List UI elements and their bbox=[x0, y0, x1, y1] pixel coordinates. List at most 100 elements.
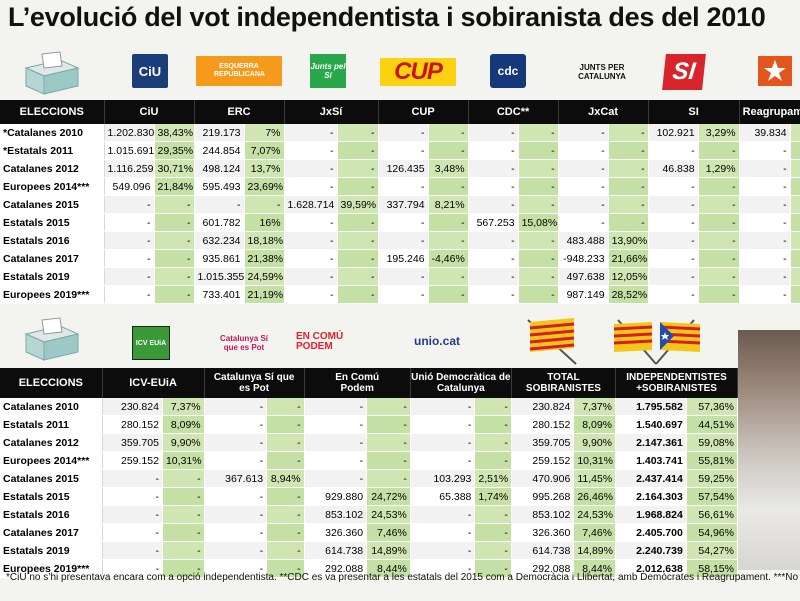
vote-percent-cell: - bbox=[698, 285, 740, 304]
header-total: TOTAL SOBIRANISTES bbox=[511, 368, 617, 398]
vote-count-cell: 2.147.361 bbox=[615, 433, 687, 452]
vote-percent-cell: 8,44% bbox=[573, 559, 617, 578]
vote-count-cell: - bbox=[284, 267, 338, 286]
vote-percent-cell: 44,51% bbox=[686, 415, 739, 434]
vote-percent-cell: - bbox=[266, 559, 305, 578]
header-party: ERC bbox=[194, 100, 285, 124]
election-label: *Estatals 2011 bbox=[0, 141, 105, 160]
vote-percent-cell: - bbox=[518, 267, 559, 286]
vote-count-cell: 614.738 bbox=[511, 541, 575, 560]
election-label: Catalanes 2017 bbox=[0, 523, 103, 542]
vote-count-cell: - bbox=[104, 231, 155, 250]
vote-percent-cell: - bbox=[366, 433, 411, 452]
vote-percent-cell: 1, bbox=[790, 124, 800, 142]
header-elections: ELECCIONS bbox=[0, 368, 103, 398]
vote-percent-cell: - bbox=[337, 267, 379, 286]
vote-count-cell: - bbox=[304, 398, 368, 416]
vote-percent-cell: 18,18% bbox=[244, 231, 285, 250]
vote-percent-cell: - bbox=[337, 159, 379, 178]
vote-count-cell: - bbox=[104, 213, 155, 232]
vote-count-cell: 567.253 bbox=[468, 213, 519, 232]
vote-percent-cell: - bbox=[518, 195, 559, 214]
election-label: Europees 2019*** bbox=[0, 285, 105, 304]
vote-count-cell: 2.405.700 bbox=[615, 523, 687, 542]
vote-count-cell: 614.738 bbox=[304, 541, 368, 560]
vote-percent-cell: - bbox=[790, 141, 800, 160]
vote-count-cell: 935.861 bbox=[194, 249, 245, 268]
vote-percent-cell: 1,74% bbox=[474, 487, 512, 506]
vote-percent-cell: - bbox=[474, 559, 512, 578]
vote-percent-cell: - bbox=[474, 415, 512, 434]
vote-percent-cell: - bbox=[154, 249, 195, 268]
vote-percent-cell: - bbox=[428, 267, 469, 286]
table-row: Catalanes 2015- -367.613 8,94% - -103.293 2,5… bbox=[0, 469, 739, 488]
ballot-box-icon bbox=[24, 51, 80, 95]
election-label: Europees 2014*** bbox=[0, 177, 105, 196]
table-row: Europees 2014*** 549.096 21,84% 595.493 23,6… bbox=[0, 177, 800, 196]
table-row: Catalanes 2015- - - -1.628.714 39,59% 337.794… bbox=[0, 195, 800, 214]
vote-count-cell: - bbox=[739, 141, 791, 160]
election-label: Catalanes 2010 bbox=[0, 398, 103, 416]
table-row: Catalanes 2012 1.116.259 30,71% 498.124 13,7… bbox=[0, 159, 800, 178]
vote-percent-cell: -4,46% bbox=[428, 249, 469, 268]
vote-percent-cell: 15,08% bbox=[518, 213, 559, 232]
vote-percent-cell: - bbox=[337, 213, 379, 232]
vote-count-cell: 2.240.739 bbox=[615, 541, 687, 560]
vote-percent-cell: - bbox=[790, 249, 800, 268]
vote-percent-cell: 56,61% bbox=[686, 505, 739, 524]
vote-count-cell: - bbox=[284, 159, 338, 178]
vote-percent-cell: - bbox=[154, 231, 195, 250]
vote-count-cell: 326.360 bbox=[304, 523, 368, 542]
vote-percent-cell: - bbox=[337, 177, 379, 196]
vote-count-cell: - bbox=[284, 124, 338, 142]
vote-percent-cell: 29,35% bbox=[154, 141, 195, 160]
vote-count-cell: - bbox=[304, 415, 368, 434]
vote-count-cell: - bbox=[648, 141, 699, 160]
vote-count-cell: 359.705 bbox=[511, 433, 575, 452]
header-party: CDC** bbox=[468, 100, 559, 124]
vote-count-cell: - bbox=[558, 177, 609, 196]
vote-count-cell: 259.152 bbox=[102, 451, 163, 470]
vote-count-cell: 39.834 bbox=[739, 124, 791, 142]
vote-percent-cell: - bbox=[266, 398, 305, 416]
table-row: *Catalanes 2010 1.202.830 38,43% 219.173 7% -… bbox=[0, 124, 800, 142]
vote-count-cell: - bbox=[284, 285, 338, 304]
vote-percent-cell: 30,71% bbox=[154, 159, 195, 178]
vote-percent-cell: 57,36% bbox=[686, 398, 739, 416]
election-label: Estatals 2016 bbox=[0, 231, 105, 250]
vote-percent-cell: 8,21% bbox=[428, 195, 469, 214]
vote-count-cell: - bbox=[739, 159, 791, 178]
vote-percent-cell: - bbox=[337, 249, 379, 268]
vote-percent-cell: 14,89% bbox=[573, 541, 617, 560]
vote-percent-cell: 7,46% bbox=[366, 523, 411, 542]
vote-percent-cell: - bbox=[154, 213, 195, 232]
vote-count-cell: - bbox=[739, 195, 791, 214]
vote-percent-cell: - bbox=[698, 195, 740, 214]
vote-count-cell: 367.613 bbox=[204, 469, 268, 488]
vote-percent-cell: - bbox=[162, 487, 205, 506]
vote-count-cell: 853.102 bbox=[511, 505, 575, 524]
vote-count-cell: - bbox=[102, 541, 163, 560]
vote-percent-cell: - bbox=[518, 177, 559, 196]
vote-percent-cell: - bbox=[518, 159, 559, 178]
vote-percent-cell: 57,54% bbox=[686, 487, 739, 506]
vote-percent-cell: - bbox=[608, 159, 649, 178]
vote-percent-cell: - bbox=[244, 195, 285, 214]
vote-count-cell: - bbox=[739, 231, 791, 250]
vote-percent-cell: - bbox=[366, 415, 411, 434]
vote-count-cell: 292.088 bbox=[304, 559, 368, 578]
vote-percent-cell: - bbox=[474, 398, 512, 416]
vote-count-cell: 219.173 bbox=[194, 124, 245, 142]
vote-count-cell: 498.124 bbox=[194, 159, 245, 178]
footnote: *CiU no s’hi presentava encara com a opc… bbox=[6, 572, 799, 583]
vote-percent-cell: 10,31% bbox=[573, 451, 617, 470]
vote-count-cell: - bbox=[468, 267, 519, 286]
vote-count-cell: - bbox=[739, 249, 791, 268]
vote-count-cell: - bbox=[410, 415, 476, 434]
table-row: Europees 2014*** 259.152 10,31% - - - - - -259.1… bbox=[0, 451, 739, 470]
vote-count-cell: 497.638 bbox=[558, 267, 609, 286]
vote-percent-cell: - bbox=[474, 505, 512, 524]
vote-count-cell: 292.088 bbox=[511, 559, 575, 578]
table-row: *Estatals 2011 1.015.691 29,35% 244.854 7,07… bbox=[0, 141, 800, 160]
vote-count-cell: 483.488 bbox=[558, 231, 609, 250]
